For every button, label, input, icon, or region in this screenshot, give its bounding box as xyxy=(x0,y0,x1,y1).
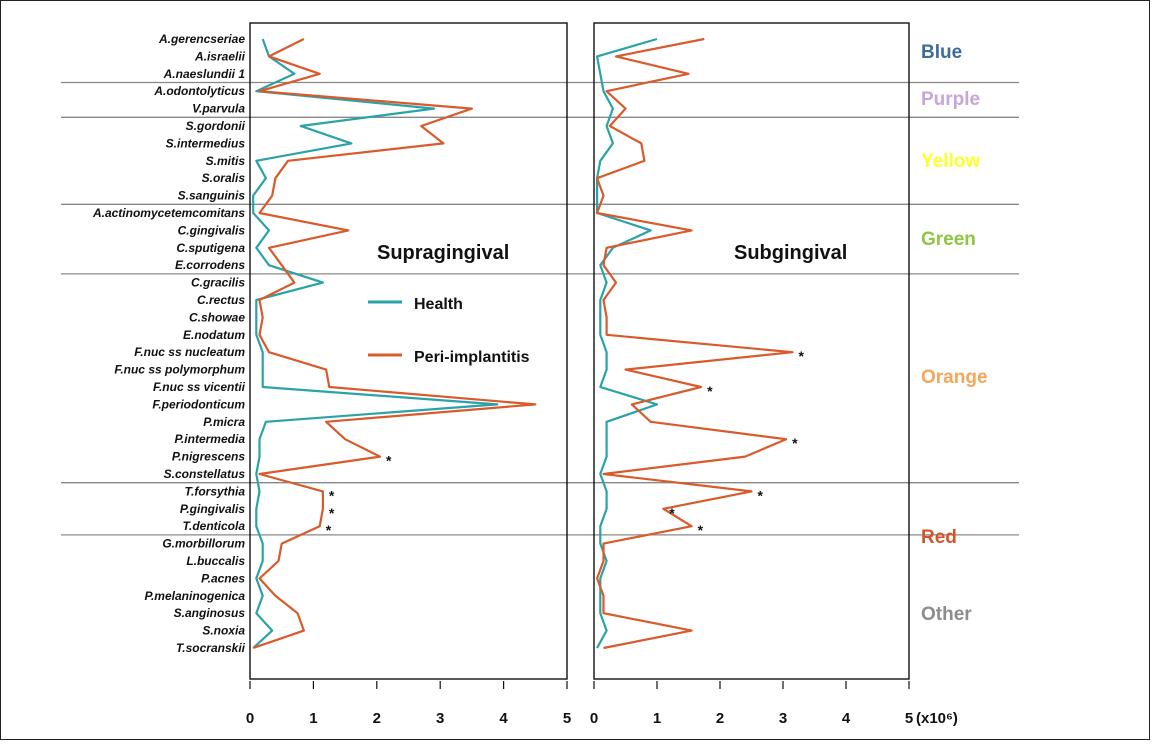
species-label: C.showae xyxy=(189,310,245,324)
significance-marker: * xyxy=(792,435,798,451)
x-tick-label: 4 xyxy=(842,710,851,727)
species-label: A.odontolyticus xyxy=(153,84,245,98)
cluster-label-purple: Purple xyxy=(921,89,980,110)
significance-marker: * xyxy=(758,487,764,503)
significance-marker: * xyxy=(669,505,675,521)
species-label: L.buccalis xyxy=(186,554,245,568)
x-tick-label: 4 xyxy=(499,710,508,727)
species-label: E.nodatum xyxy=(183,328,245,342)
species-label: T.socranskii xyxy=(176,641,246,655)
series-line-peri-implantitis xyxy=(595,37,794,650)
x-tick-label: 3 xyxy=(436,710,444,727)
species-label: S.noxia xyxy=(202,624,245,638)
panel-title: Subgingival xyxy=(734,242,847,264)
species-label: P.micra xyxy=(203,415,245,429)
species-label: A.gerencseriae xyxy=(158,32,245,46)
x-tick-label: 2 xyxy=(373,710,381,727)
species-label: S.constellatus xyxy=(164,467,246,481)
x-tick-label: 0 xyxy=(246,710,254,727)
x-tick-label: 5 xyxy=(905,710,913,727)
species-label: G.morbillorum xyxy=(162,537,245,551)
species-label: S.intermedius xyxy=(166,136,246,150)
species-labels: A.gerencseriae A.israelii A.naeslundii 1 A.… xyxy=(92,32,246,655)
cluster-labels: Blue Purple Yellow Green Orange Red Other xyxy=(921,42,988,625)
species-label: F.nuc ss vicentii xyxy=(153,380,246,394)
legend-label-peri: Peri-implantitis xyxy=(414,349,530,366)
species-label: F.nuc ss nucleatum xyxy=(134,345,245,359)
x-tick-label: 1 xyxy=(653,710,661,727)
significance-marker: * xyxy=(707,383,713,399)
species-label: S.gordonii xyxy=(186,119,246,133)
x-tick-label: 1 xyxy=(309,710,317,727)
series-line-peri-implantitis xyxy=(252,38,537,650)
species-label: P.gingivalis xyxy=(180,502,245,516)
legend-label-health: Health xyxy=(414,296,463,313)
species-label: P.melaninogenica xyxy=(145,589,246,603)
cluster-label-other: Other xyxy=(921,604,972,625)
species-label: C.gracilis xyxy=(191,276,245,290)
x-tick-label: 0 xyxy=(590,710,598,727)
species-label: A.israelii xyxy=(194,49,246,63)
significance-marker: * xyxy=(698,522,704,538)
species-label: S.mitis xyxy=(206,154,246,168)
cluster-label-orange: Orange xyxy=(921,367,988,388)
species-label: A.naeslundii 1 xyxy=(163,67,246,81)
species-label: A.actinomycetemcomitans xyxy=(92,206,245,220)
species-label: S.anginosus xyxy=(174,606,246,620)
significance-marker: * xyxy=(326,522,332,538)
x-tick-label: 3 xyxy=(779,710,787,727)
cluster-label-yellow: Yellow xyxy=(921,151,980,172)
significance-marker: * xyxy=(329,505,335,521)
cluster-label-red: Red xyxy=(921,527,957,548)
cluster-label-green: Green xyxy=(921,229,976,250)
species-label: P.acnes xyxy=(201,571,245,585)
species-label: C.rectus xyxy=(197,293,245,307)
species-label: F.nuc ss polymorphum xyxy=(114,363,245,377)
x-unit-label: (x10⁶) xyxy=(916,710,958,727)
x-tick-label: 5 xyxy=(563,710,571,727)
species-label: V.parvula xyxy=(192,102,245,116)
species-label: T.denticola xyxy=(183,519,246,533)
panel-frame xyxy=(249,22,568,680)
panel-title: Supragingival xyxy=(377,242,509,264)
species-label: P.nigrescens xyxy=(172,450,245,464)
species-label: S.sanguinis xyxy=(178,189,246,203)
species-label: E.corrodens xyxy=(175,258,245,272)
significance-marker: * xyxy=(799,348,805,364)
series-line-health xyxy=(252,38,499,649)
species-label: P.intermedia xyxy=(175,432,246,446)
significance-marker: * xyxy=(329,487,335,503)
species-label: S.oralis xyxy=(202,171,246,185)
x-axis-ticks: 0 1 2 3 4 5 0 1 2 3 4 5 xyxy=(246,681,913,727)
legend: Health Peri-implantitis xyxy=(368,296,530,366)
x-tick-label: 2 xyxy=(716,710,724,727)
panels-layer: Supragingival Subgingival********** xyxy=(61,22,1019,680)
species-label: T.forsythia xyxy=(185,484,246,498)
species-label: C.gingivalis xyxy=(178,223,246,237)
cluster-label-blue: Blue xyxy=(921,42,962,63)
species-label: C.sputigena xyxy=(176,241,245,255)
series-line-health xyxy=(595,37,659,649)
significance-marker: * xyxy=(386,453,392,469)
panel-frame xyxy=(593,22,910,680)
species-label: F.periodonticum xyxy=(152,397,245,411)
